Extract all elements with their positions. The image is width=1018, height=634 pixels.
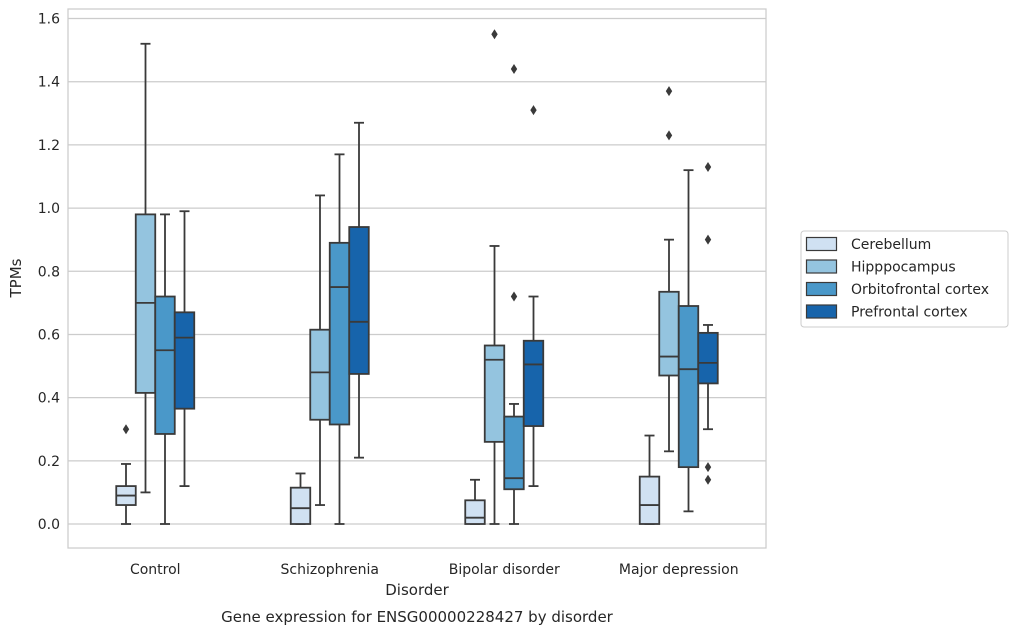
x-tick-label: Schizophrenia	[281, 562, 379, 578]
box	[464, 499, 486, 525]
series-hipppocampus	[134, 29, 680, 525]
chart-caption: Gene expression for ENSG00000228427 by d…	[221, 608, 614, 626]
series-orbitofrontal-cortex	[154, 64, 700, 525]
plot-frame	[67, 8, 767, 549]
series-prefrontal-cortex	[173, 105, 719, 487]
box	[309, 328, 331, 421]
outlier-point	[530, 105, 537, 116]
legend-swatch	[805, 304, 838, 319]
box	[348, 226, 370, 375]
outlier-point	[704, 462, 712, 473]
y-tick-label: 1.6	[38, 12, 60, 28]
outlier-point	[704, 161, 712, 172]
outlier-point	[704, 234, 712, 245]
box	[638, 475, 661, 525]
legend-label: Cerebellum	[851, 237, 931, 253]
series-cerebellum	[115, 424, 661, 525]
x-axis-label: Disorder	[385, 581, 449, 599]
y-tick-label: 1.4	[38, 75, 60, 91]
y-tick-label: 0.6	[38, 327, 60, 343]
outlier-point	[510, 64, 518, 75]
y-tick-label: 0.4	[38, 391, 60, 407]
x-tick-labels: Control Schizophrenia Bipolar disorder Majo…	[130, 562, 739, 578]
box	[483, 344, 506, 443]
x-tick-label: Bipolar disorder	[449, 562, 560, 578]
y-tick-label: 0.8	[38, 264, 60, 280]
box	[677, 305, 700, 469]
legend: Cerebellum Hipppocampus Orbitofrontal cort…	[800, 230, 1009, 328]
y-tick-label: 1.0	[38, 201, 60, 217]
outlier-point	[665, 130, 673, 141]
y-axis-label: TPMs	[7, 258, 25, 298]
legend-label: Prefrontal cortex	[851, 305, 968, 321]
legend-frame	[800, 230, 1009, 328]
box	[658, 290, 680, 377]
legend-swatch	[805, 259, 838, 274]
y-tick-labels: 0.0 0.2 0.4 0.6 0.8 1.0 1.2 1.4 1.6	[38, 12, 60, 534]
legend-swatch	[805, 236, 838, 252]
legend-label: Hipppocampus	[851, 260, 956, 276]
x-tick-label: Control	[130, 562, 181, 578]
x-tick-label: Major depression	[619, 562, 739, 578]
box	[328, 241, 351, 426]
box	[173, 311, 196, 410]
outlier-point	[510, 291, 518, 302]
y-tick-label: 0.2	[38, 454, 60, 470]
outlier-point	[665, 86, 673, 97]
legend-label: Orbitofrontal cortex	[851, 282, 989, 298]
y-tick-label: 1.2	[38, 138, 60, 154]
box	[522, 339, 545, 427]
box	[289, 486, 312, 525]
box	[154, 295, 176, 435]
y-tick-label: 0.0	[38, 517, 60, 533]
grid-lines	[68, 17, 766, 525]
box	[697, 331, 719, 385]
outlier-point	[491, 29, 498, 40]
legend-swatch	[805, 281, 838, 297]
box	[503, 415, 525, 491]
outlier-point	[704, 474, 712, 485]
box-groups	[115, 29, 719, 525]
outlier-point	[122, 424, 130, 435]
